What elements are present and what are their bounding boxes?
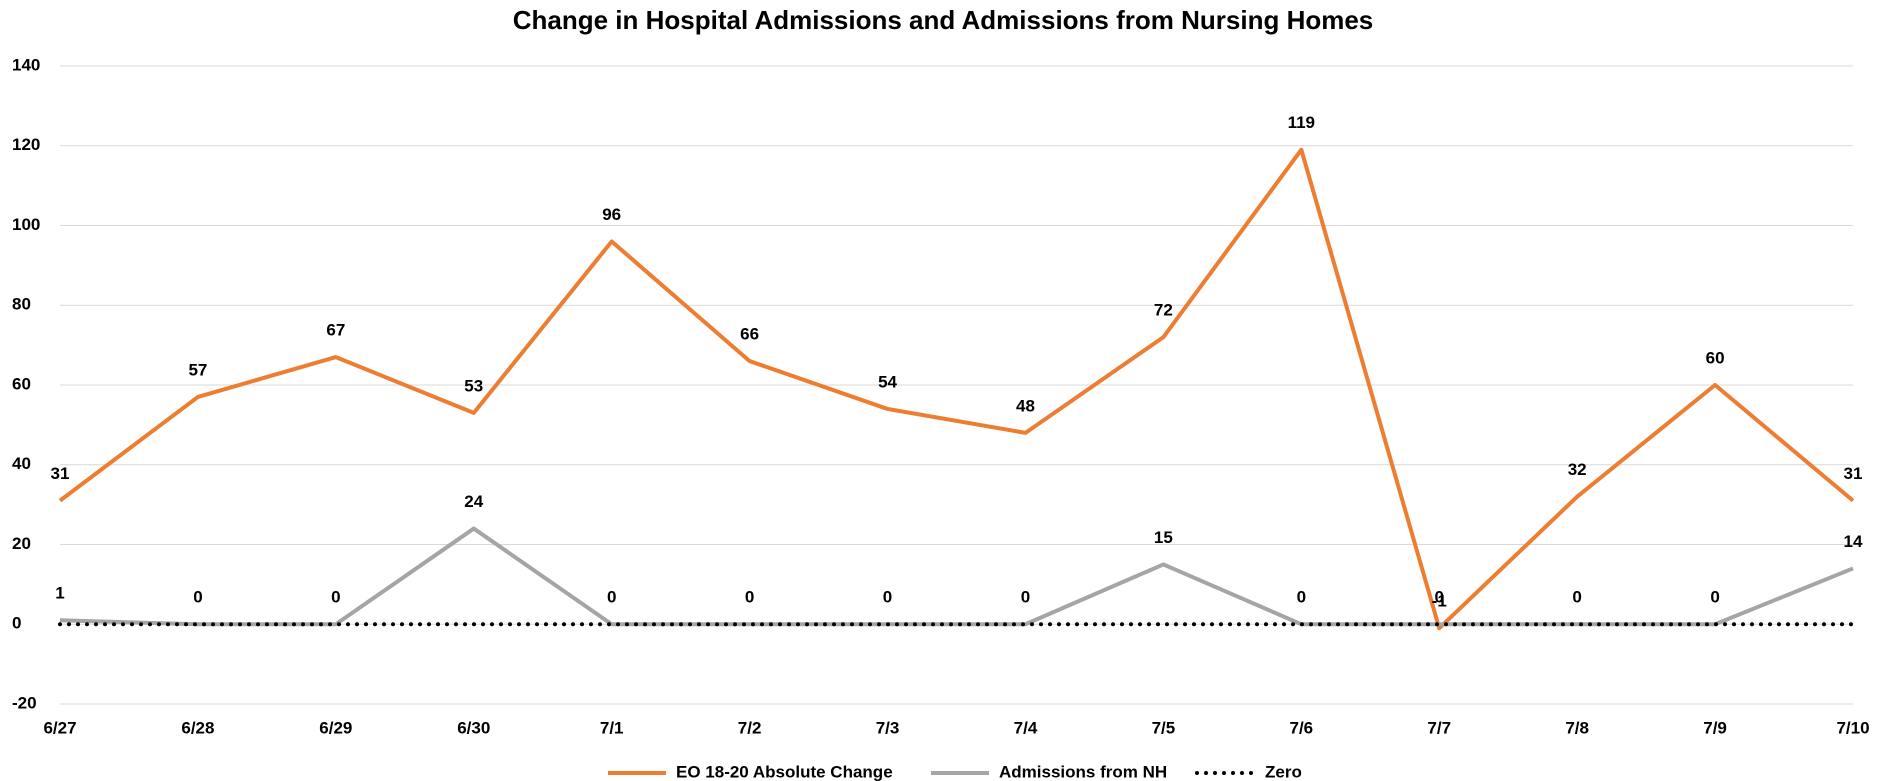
data-label: 0 <box>1572 588 1581 607</box>
data-label: 31 <box>1844 464 1863 483</box>
data-label: 72 <box>1154 301 1173 320</box>
legend-label: EO 18-20 Absolute Change <box>676 762 893 781</box>
x-tick-label: 7/2 <box>738 718 762 737</box>
y-tick-label: 100 <box>12 215 40 234</box>
data-label: 57 <box>188 360 207 379</box>
data-label: 96 <box>602 205 621 224</box>
legend-label: Zero <box>1265 762 1302 781</box>
data-label: 15 <box>1154 528 1173 547</box>
data-label: 1 <box>55 584 64 603</box>
data-label: 0 <box>1297 588 1306 607</box>
data-label: 0 <box>331 588 340 607</box>
legend-label: Admissions from NH <box>999 762 1167 781</box>
data-label: 0 <box>193 588 202 607</box>
y-tick-label: 140 <box>12 55 40 74</box>
x-tick-label: 7/8 <box>1565 718 1589 737</box>
x-tick-label: 7/9 <box>1703 718 1727 737</box>
y-tick-label: 20 <box>12 534 31 553</box>
data-label: 0 <box>1710 588 1719 607</box>
data-label: 53 <box>464 376 483 395</box>
data-label: -1 <box>1432 592 1447 611</box>
data-label: 14 <box>1844 532 1863 551</box>
x-tick-label: 7/1 <box>600 718 624 737</box>
x-tick-label: 7/3 <box>876 718 900 737</box>
data-label: 48 <box>1016 396 1035 415</box>
data-label: 0 <box>1434 588 1443 607</box>
x-tick-label: 7/6 <box>1289 718 1313 737</box>
chart-title: Change in Hospital Admissions and Admiss… <box>513 5 1374 35</box>
data-label: 67 <box>326 321 345 340</box>
x-tick-label: 7/4 <box>1014 718 1038 737</box>
data-label: 0 <box>607 588 616 607</box>
x-tick-label: 6/29 <box>319 718 352 737</box>
y-tick-label: 40 <box>12 454 31 473</box>
x-tick-label: 7/5 <box>1152 718 1176 737</box>
y-tick-label: -20 <box>12 693 37 712</box>
data-label: 60 <box>1706 348 1725 367</box>
data-label: 0 <box>883 588 892 607</box>
data-label: 31 <box>51 464 70 483</box>
y-tick-label: 60 <box>12 374 31 393</box>
series-line <box>59 526 1854 627</box>
x-tick-label: 6/28 <box>181 718 214 737</box>
data-label: 66 <box>740 325 759 344</box>
x-tick-label: 6/27 <box>43 718 76 737</box>
data-label: 54 <box>878 372 897 391</box>
data-label: 0 <box>745 588 754 607</box>
data-label: 119 <box>1288 113 1315 132</box>
series-line <box>58 147 1855 631</box>
y-tick-label: 80 <box>12 295 31 314</box>
data-label: 0 <box>1021 588 1030 607</box>
y-tick-label: 120 <box>12 135 40 154</box>
x-tick-label: 6/30 <box>457 718 490 737</box>
data-label: 24 <box>464 492 483 511</box>
x-tick-label: 7/7 <box>1427 718 1451 737</box>
data-label: 32 <box>1568 460 1587 479</box>
x-tick-label: 7/10 <box>1836 718 1869 737</box>
y-tick-label: 0 <box>12 614 21 633</box>
